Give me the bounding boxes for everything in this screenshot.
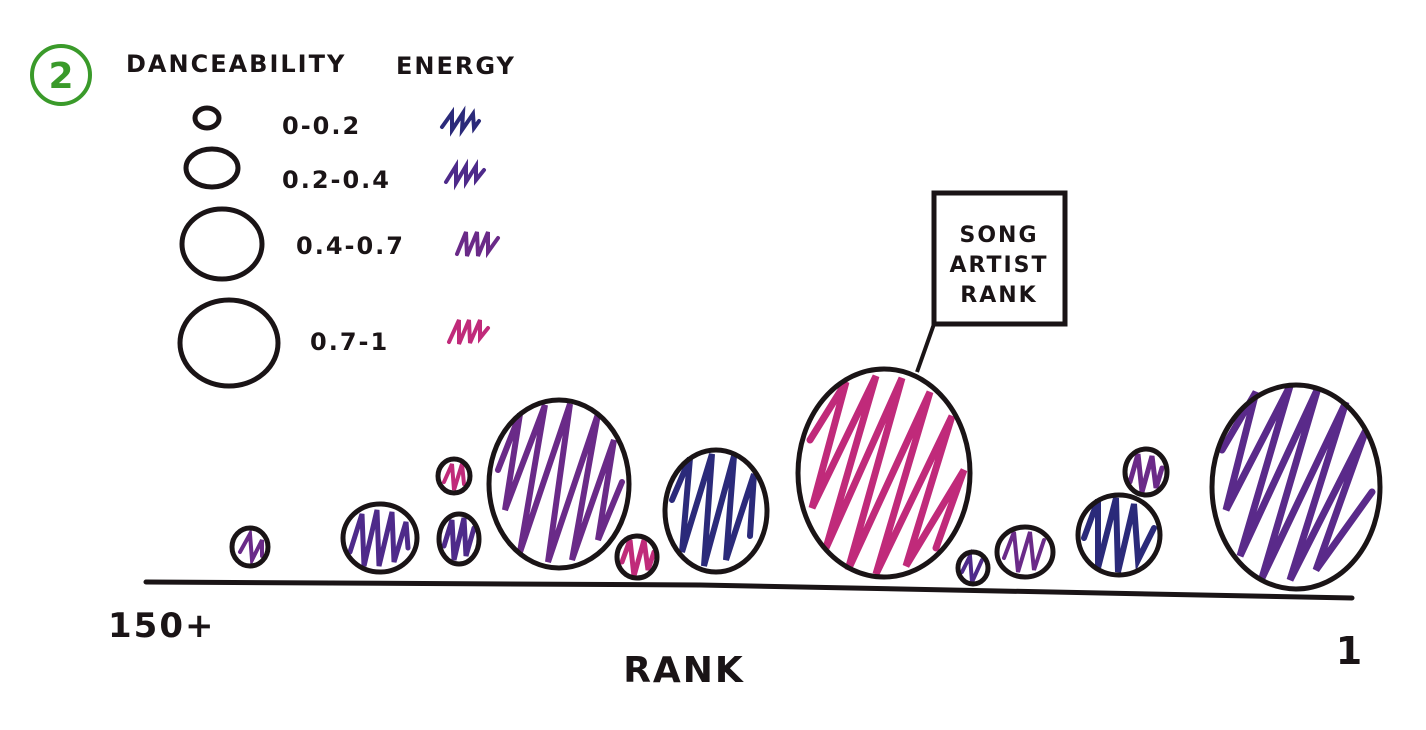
- bubble-1: [229, 525, 271, 569]
- bubble-11: [1075, 492, 1163, 578]
- bubble-4: [436, 511, 482, 567]
- legend-circle-l: [177, 297, 281, 389]
- bubbles: [229, 366, 1383, 592]
- bubble-5: [486, 397, 632, 571]
- legend-circle-s: [183, 146, 241, 190]
- legend-color-header: ENERGY: [396, 52, 516, 80]
- legend-size-header: DANCEABILITY: [126, 50, 346, 78]
- axis-right-label: 1: [1336, 629, 1364, 673]
- legend-label-3: 0.7-1: [310, 328, 389, 356]
- legend-swatches: [440, 105, 500, 345]
- legend-swatch-2: [455, 231, 500, 259]
- tooltip-line-1: SONG: [959, 223, 1038, 248]
- legend-label-0: 0-0.2: [282, 112, 361, 140]
- axis-left-label: 150+: [108, 606, 215, 646]
- legend-swatch-0: [440, 105, 481, 138]
- legend-label-2: 0.4-0.7: [296, 232, 405, 260]
- legend-size-circles: [177, 105, 281, 389]
- bubble-12: [1122, 446, 1170, 498]
- tooltip-line-3: RANK: [960, 283, 1037, 308]
- axis-title: RANK: [623, 650, 745, 691]
- tooltip: SONG ARTIST RANK: [915, 190, 1068, 373]
- bubble-13: [1209, 382, 1383, 592]
- bubble-3: [435, 456, 473, 496]
- bubble-6: [614, 533, 660, 581]
- tooltip-pointer: [915, 323, 936, 373]
- tooltip-line-2: ARTIST: [949, 253, 1048, 278]
- step-number: 2: [48, 56, 73, 97]
- legend-swatch-3: [447, 319, 490, 345]
- bubble-9: [955, 548, 991, 587]
- legend-circle-m: [179, 206, 265, 282]
- bubble-2: [340, 501, 420, 575]
- step-indicator: 2: [30, 44, 92, 106]
- legend-circle-xs: [192, 105, 222, 131]
- tooltip-box: [931, 190, 1068, 327]
- step-circle: [30, 44, 92, 106]
- legend-label-1: 0.2-0.4: [282, 166, 391, 194]
- bubble-10: [994, 524, 1056, 580]
- bubble-8: [795, 366, 973, 580]
- rank-axis-line: [143, 579, 1355, 601]
- legend-swatch-1: [444, 158, 486, 191]
- bubble-7: [662, 447, 770, 575]
